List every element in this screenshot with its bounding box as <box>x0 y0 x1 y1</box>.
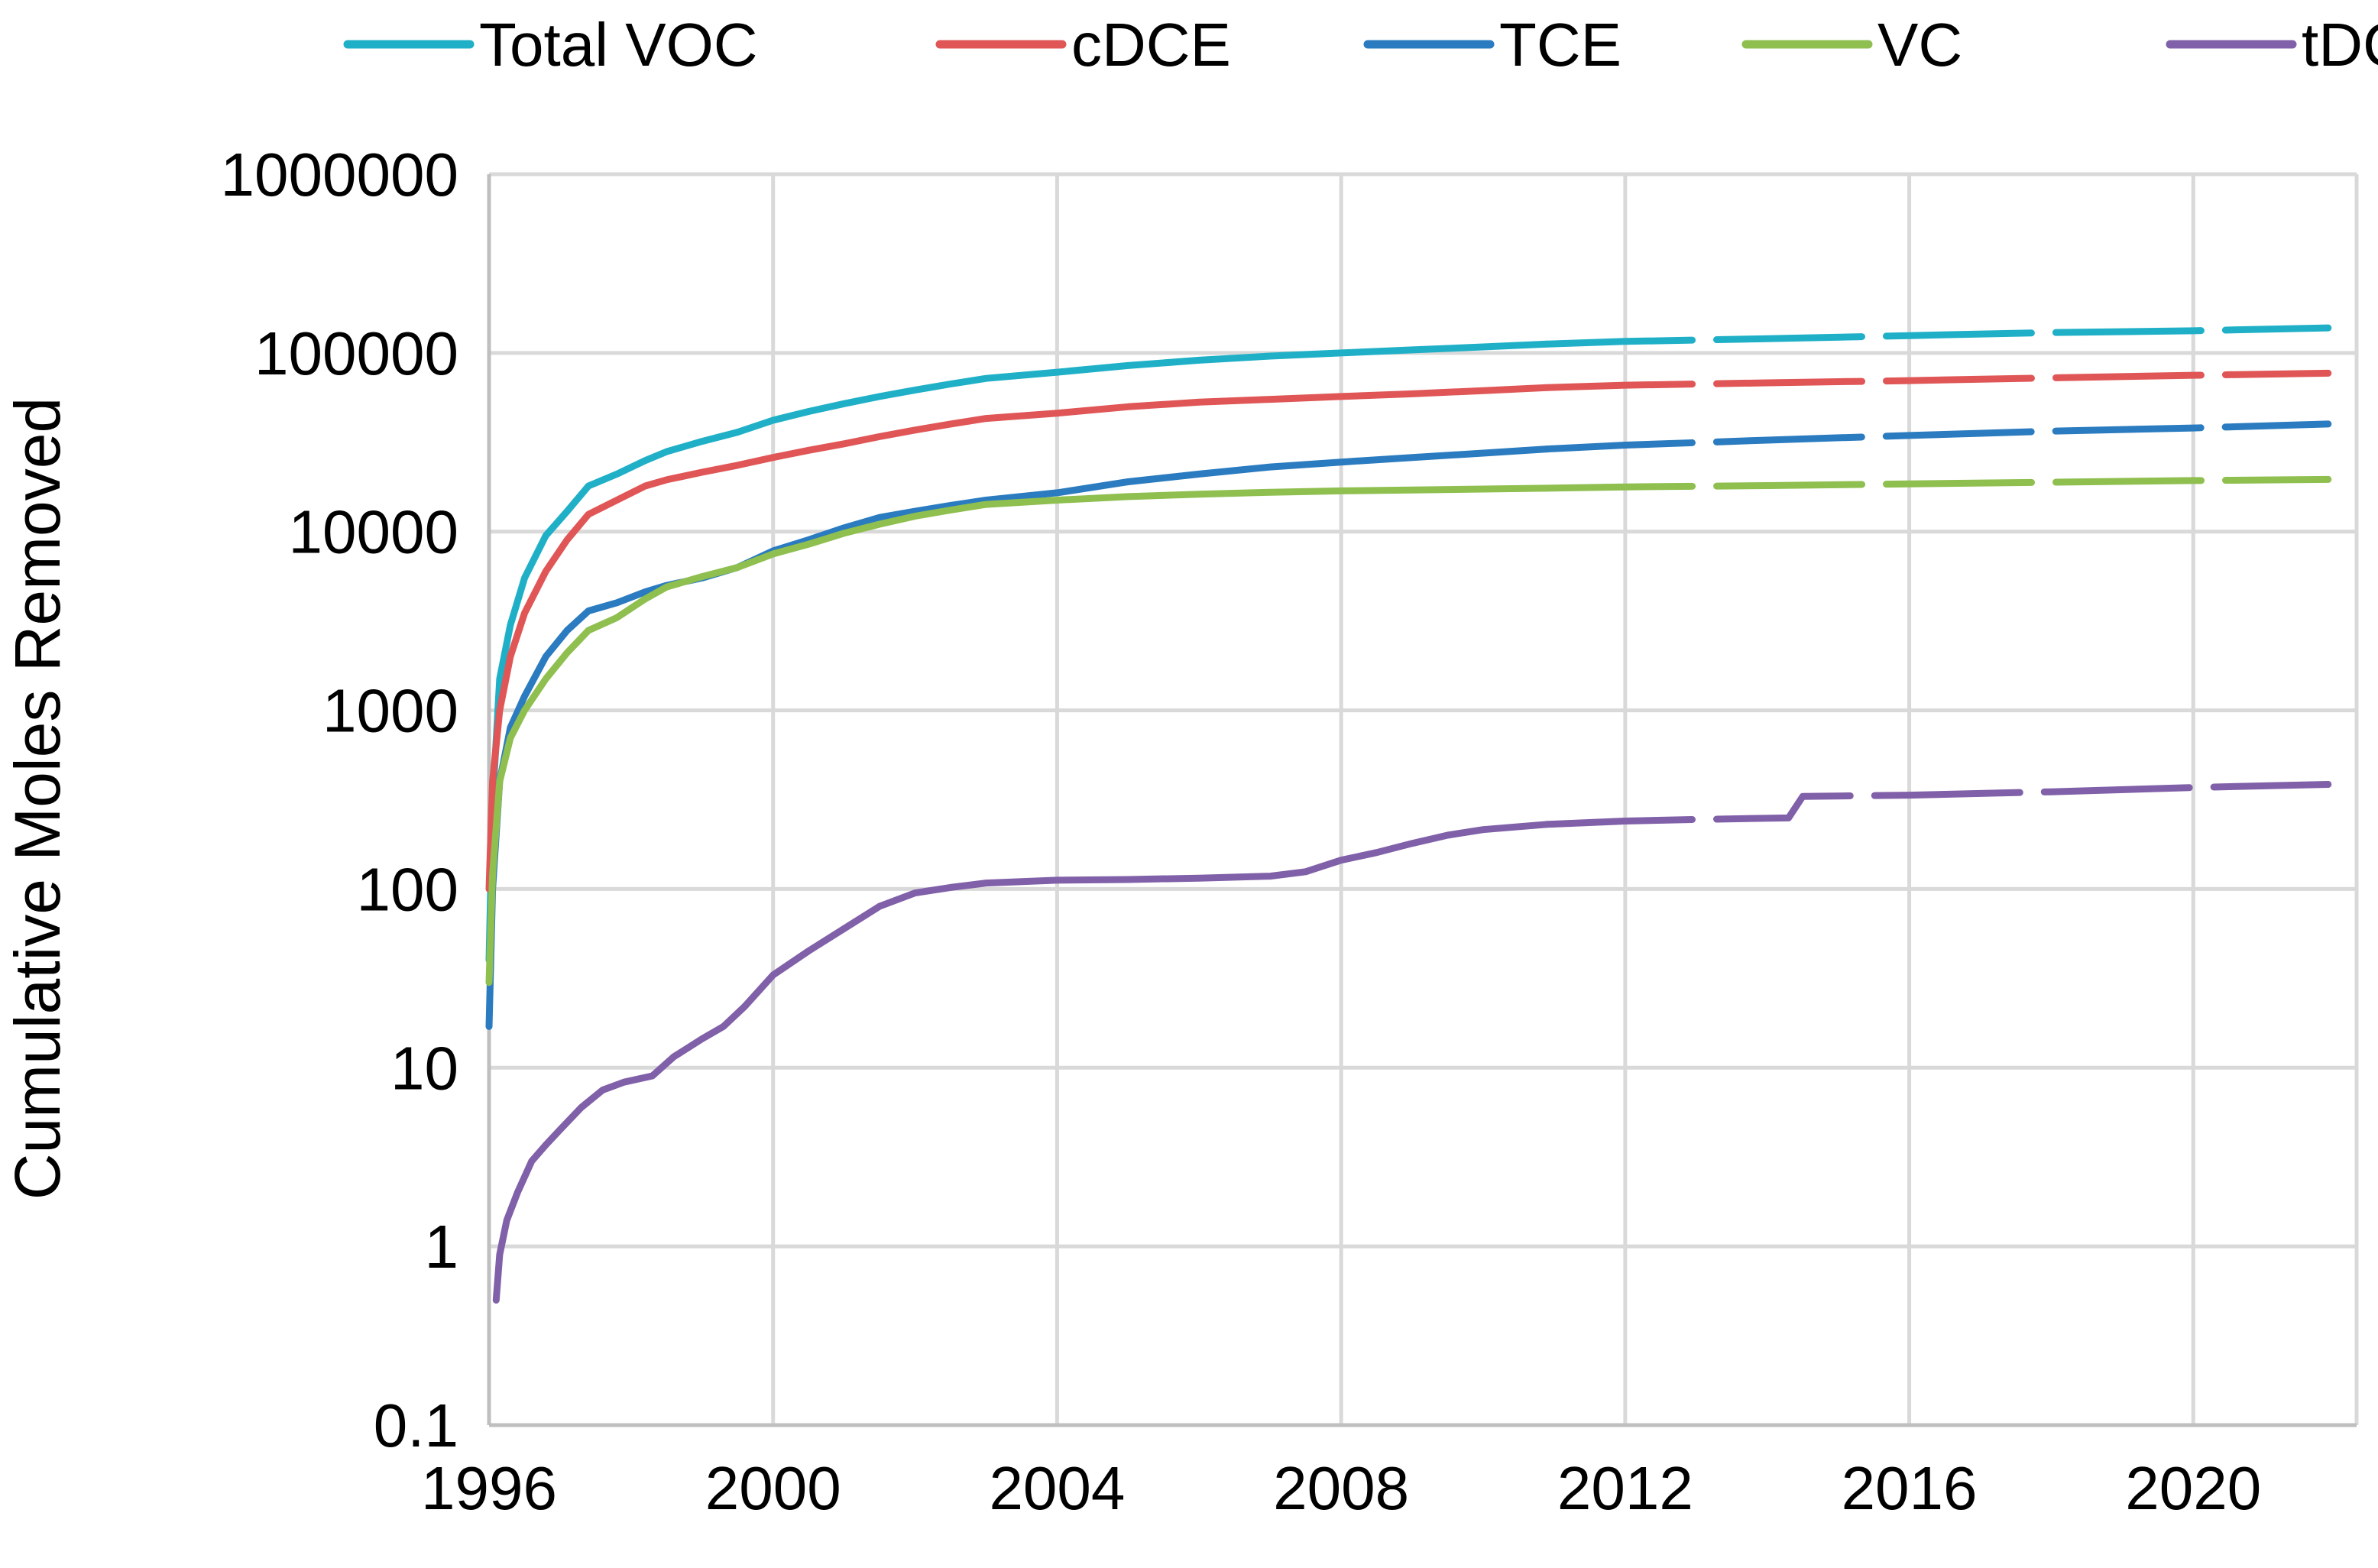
series-projection-tdce <box>1544 781 2332 828</box>
y-tick-label: 0.1 <box>374 1391 458 1459</box>
x-tick-label: 2000 <box>705 1454 841 1522</box>
series-line-tce <box>485 445 1551 1030</box>
series-line-vc <box>485 484 1551 986</box>
tick-labels: 0.1 1 10 100 1000 10000 100000 1000000 1996 2000 2… <box>221 141 2262 1522</box>
x-tick-label: 2012 <box>1557 1454 1693 1522</box>
series-line-total-voc <box>485 340 1551 964</box>
legend-item-tce: TCE <box>1363 11 1622 79</box>
legend-item-tdce: tDCE <box>2166 11 2378 79</box>
x-tick-label: 2008 <box>1273 1454 1409 1522</box>
legend-item-vc: VC <box>1741 11 1962 79</box>
y-tick-label: 10 <box>390 1034 458 1102</box>
series-line-tdce <box>492 821 1551 1304</box>
x-tick-label: 2016 <box>1842 1454 1978 1522</box>
legend-label: tDCE <box>2302 11 2378 79</box>
series-projection-total-voc <box>1544 324 2332 348</box>
series-line-cdce <box>485 384 1551 893</box>
y-axis-title: Cumulative Moles Removed <box>2 397 73 1200</box>
y-tick-label: 10000 <box>289 498 458 566</box>
series-projection-cdce <box>1544 369 2332 391</box>
legend-label: cDCE <box>1071 11 1231 79</box>
legend-item-cdce: cDCE <box>935 11 1231 79</box>
series-projection-tce <box>1544 420 2332 453</box>
y-tick-label: 1000000 <box>221 141 458 209</box>
legend-label: TCE <box>1499 11 1622 79</box>
legend-label: VC <box>1877 11 1962 79</box>
y-tick-label: 1000 <box>322 677 458 745</box>
legend-label: Total VOC <box>479 11 758 79</box>
y-tick-label: 100 <box>357 855 458 923</box>
grid <box>487 172 2359 1427</box>
axes <box>487 174 2357 1427</box>
x-tick-label: 1996 <box>421 1454 557 1522</box>
x-tick-label: 2004 <box>989 1454 1125 1522</box>
y-tick-label: 1 <box>425 1213 459 1281</box>
series-projection-vc <box>1544 475 2332 492</box>
series-group <box>485 324 2332 1304</box>
legend-item-total-voc: Total VOC <box>343 11 758 79</box>
x-tick-label: 2020 <box>2125 1454 2261 1522</box>
legend: Total VOC cDCE TCE VC tDCE <box>343 11 2378 79</box>
y-tick-label: 100000 <box>254 319 458 387</box>
